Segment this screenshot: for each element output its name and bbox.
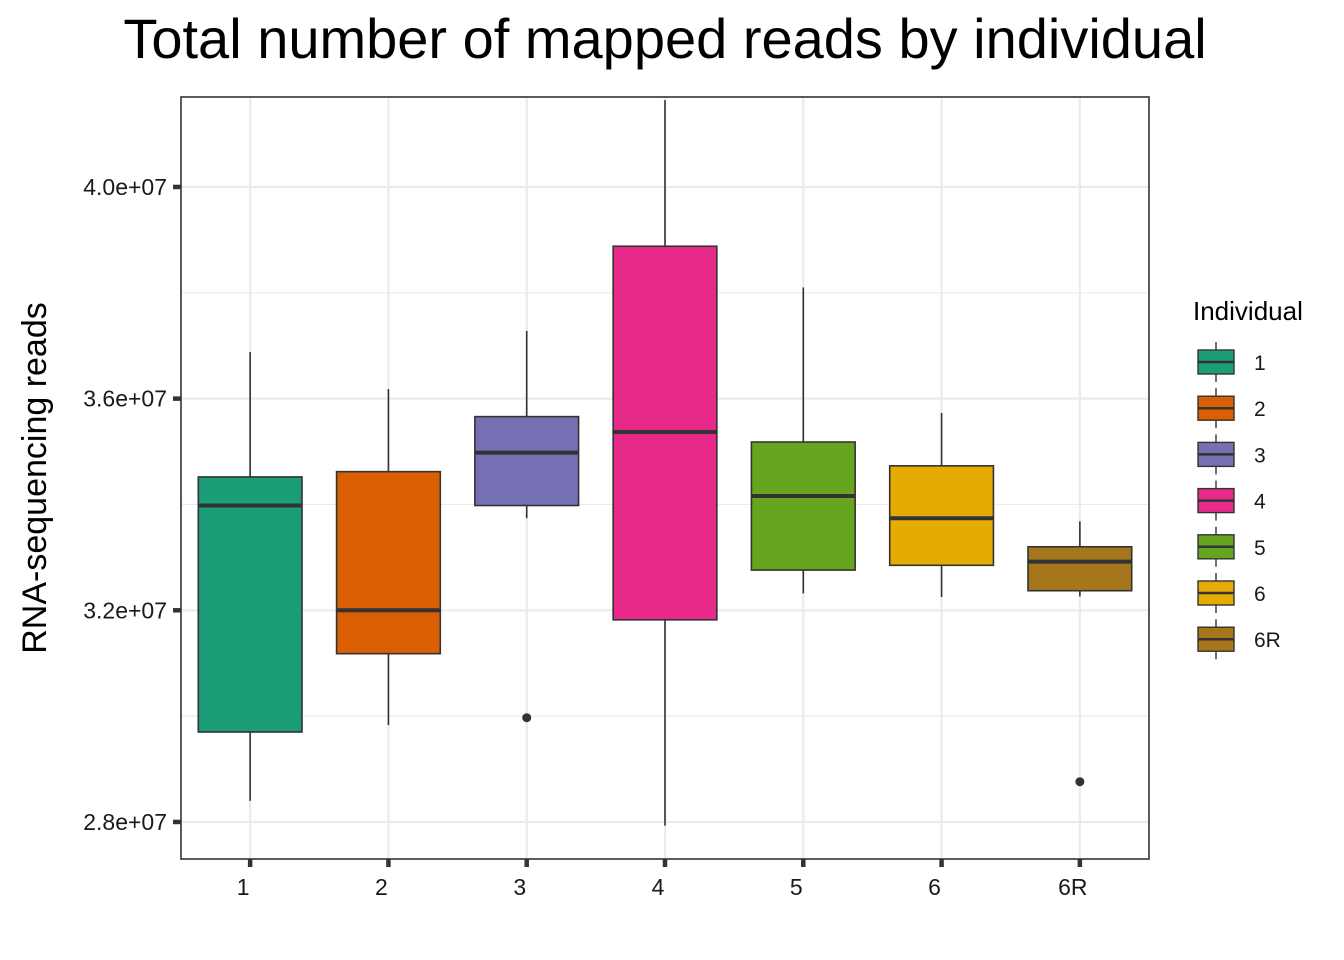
y-tick-label: 4.0e+07 (83, 174, 167, 200)
legend-title: Individual (1193, 296, 1303, 326)
legend-label: 2 (1254, 398, 1266, 421)
y-tick-label: 3.2e+07 (83, 597, 167, 623)
x-tick-label: 6 (928, 874, 941, 900)
box-group-6R (1027, 521, 1133, 787)
box-group-1 (197, 352, 303, 801)
box-group-6 (888, 412, 995, 598)
legend-label: 6 (1254, 583, 1266, 606)
legend-item-4: 4 (1197, 480, 1266, 521)
chart-title: Total number of mapped reads by individu… (123, 7, 1206, 70)
y-tick-label: 3.6e+07 (83, 386, 167, 412)
x-tick-label: 1 (237, 874, 250, 900)
legend-label: 4 (1254, 491, 1266, 514)
legend-item-3: 3 (1197, 434, 1266, 475)
outlier-point (1075, 777, 1085, 787)
box (197, 476, 303, 733)
outlier-point (522, 713, 532, 723)
legend-label: 6R (1254, 629, 1281, 652)
x-tick-label: 5 (790, 874, 803, 900)
legend-item-5: 5 (1197, 526, 1266, 567)
legend-item-6R: 6R (1197, 619, 1281, 660)
box (888, 465, 995, 567)
box (750, 441, 856, 571)
legend-label: 5 (1254, 537, 1266, 560)
box-group-5 (750, 287, 856, 594)
box-group-4 (612, 100, 718, 826)
y-axis-label: RNA-sequencing reads (16, 302, 54, 654)
box (1027, 545, 1133, 592)
x-tick-label: 3 (513, 874, 526, 900)
legend-label: 3 (1254, 444, 1266, 467)
x-tick-label: 2 (375, 874, 388, 900)
legend-item-1: 1 (1197, 342, 1266, 382)
box (335, 470, 442, 655)
legend-item-6: 6 (1197, 573, 1266, 613)
legend-label: 1 (1254, 352, 1266, 375)
box (474, 415, 580, 507)
box-group-2 (335, 389, 442, 726)
x-tick-label: 4 (652, 874, 665, 900)
legend-item-2: 2 (1197, 388, 1266, 429)
x-tick-label: 6R (1058, 874, 1087, 900)
box-group-3 (474, 330, 580, 723)
y-tick-label: 2.8e+07 (83, 809, 167, 835)
